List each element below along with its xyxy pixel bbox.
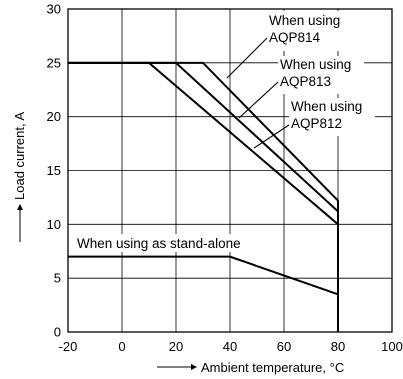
annotation-aqp813-line2: AQP813 [280,74,331,89]
annotations: When using AQP814 When using AQP813 When… [75,11,375,252]
annotation-aqp814-line2: AQP814 [269,30,321,45]
annotation-aqp813-line1: When using [280,57,351,72]
y-tick-label: 10 [47,217,61,232]
annotation-aqp814-line1: When using [269,13,340,28]
series-line-3 [68,255,339,332]
x-tick-label: 0 [118,339,125,354]
y-tick-label: 15 [47,163,61,178]
y-tick-label: 0 [54,325,61,340]
x-tick-label: 100 [381,339,403,354]
x-axis-label-group: Ambient temperature, °C [157,360,344,375]
y-tick-label: 20 [47,109,61,124]
x-axis-arrow-head [191,364,197,370]
pointer-aqp813 [238,81,279,119]
x-tick-label: 40 [223,339,237,354]
annotation-pointers [226,37,290,149]
annotation-aqp812-line2: AQP812 [291,116,342,131]
x-tick-label: -20 [59,339,78,354]
x-axis-label: Ambient temperature, °C [201,360,344,375]
y-tick-label: 5 [54,271,61,286]
pointer-aqp814 [226,37,268,79]
y-tick-label: 25 [47,55,61,70]
y-tick-label: 30 [47,2,61,17]
y-axis-arrow-head [17,204,23,210]
annotation-standalone: When using as stand-alone [77,236,241,251]
pointer-aqp812 [253,124,290,149]
series-lines [68,61,339,332]
x-tick-label: 60 [277,339,291,354]
annotation-aqp812-line1: When using [291,99,362,114]
x-tick-label: 80 [331,339,345,354]
y-axis-label-group: Load current, A [12,112,27,242]
plot-frame [67,8,393,333]
series-line-2 [68,61,339,332]
x-tick-label: 20 [169,339,183,354]
y-axis-label: Load current, A [12,112,27,200]
